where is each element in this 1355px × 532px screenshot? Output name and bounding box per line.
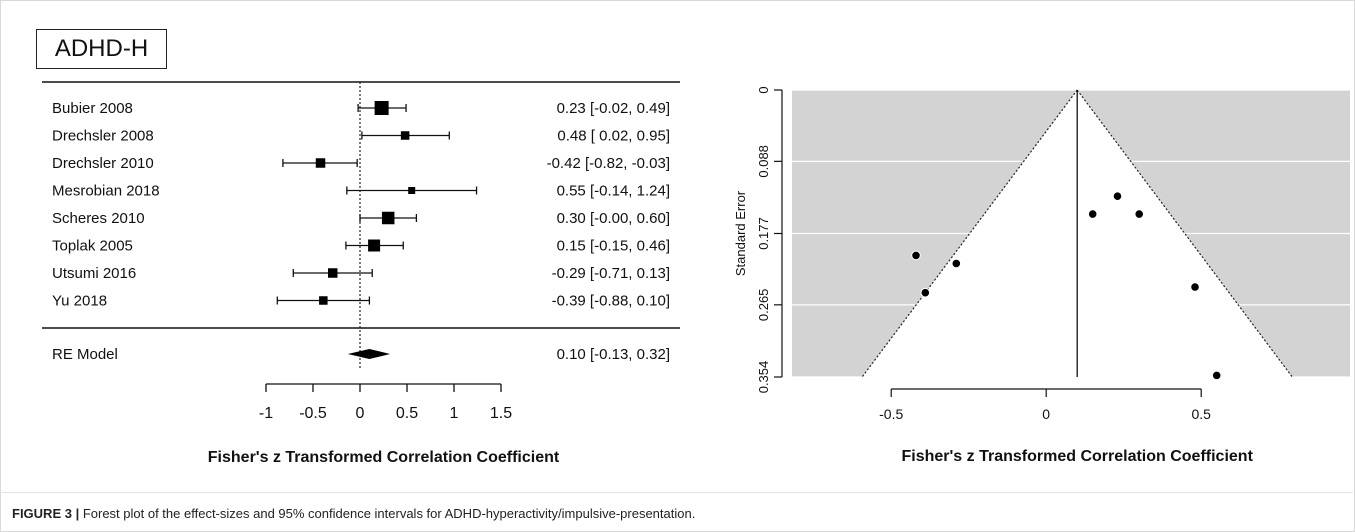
forest-x-tick-label: -1 [259,405,273,422]
summary-diamond [347,349,391,359]
forest-x-tick-label: 0.5 [396,405,418,422]
funnel-y-tick-label: 0.088 [756,145,771,178]
caption-text: Forest plot of the effect-sizes and 95% … [82,506,696,521]
funnel-x-tick-label: -0.5 [879,406,903,422]
funnel-y-tick-label: 0.177 [756,217,771,250]
funnel-point [1134,209,1145,219]
caption-divider [0,492,1353,493]
study-ci-label: 0.15 [-0.15, 0.46] [557,238,670,255]
study-name: Mesrobian 2018 [52,183,160,200]
funnel-point [951,258,962,269]
funnel-point [1190,282,1200,292]
study-effect-square [327,268,338,278]
funnel-y-axis-title: Standard Error [733,190,748,276]
summary-name: RE Model [52,346,118,363]
funnel-x-axis-title: Fisher's z Transformed Correlation Coeff… [901,448,1253,465]
study-name: Scheres 2010 [52,210,145,227]
study-effect-square [408,187,416,194]
study-ci-label: -0.42 [-0.82, -0.03] [547,155,670,172]
study-name: Bubier 2008 [52,100,133,117]
study-ci-label: -0.29 [-0.71, 0.13] [552,265,670,282]
study-ci-label: 0.48 [ 0.02, 0.95] [557,128,670,145]
funnel-point [1112,191,1123,202]
forest-x-tick-label: 1 [450,405,459,422]
funnel-point [920,287,931,298]
funnel-x-tick-label: 0.5 [1191,406,1211,422]
study-ci-label: 0.55 [-0.14, 1.24] [557,183,670,200]
study-effect-square [315,158,326,168]
funnel-x-tick-label: 0 [1042,406,1050,422]
funnel-plot: 0 0.088 0.177 0.265 0.354 Standard Error -0.5 0… [733,86,1350,465]
panel-label: ADHD-H [36,29,167,69]
study-ci-label: 0.23 [-0.02, 0.49] [557,100,670,117]
forest-x-tick-label: 1.5 [490,405,512,422]
summary-ci-label: 0.10 [-0.13, 0.32] [557,346,670,363]
study-effect-square [381,211,395,225]
study-effect-square [374,101,389,115]
study-name: Toplak 2005 [52,238,133,255]
study-name: Drechsler 2008 [52,128,154,145]
study-name: Drechsler 2010 [52,155,154,172]
study-name: Yu 2018 [52,293,107,310]
funnel-point [911,250,921,261]
funnel-y-tick-label: 0 [756,86,771,93]
caption-label: FIGURE 3 | [12,506,80,521]
study-effect-square [400,131,410,140]
study-ci-label: -0.39 [-0.88, 0.10] [552,293,670,310]
figure-caption: FIGURE 3 | Forest plot of the effect-siz… [12,506,695,521]
study-ci-label: 0.30 [-0.00, 0.60] [557,210,670,227]
funnel-y-tick-label: 0.265 [756,289,771,322]
forest-x-axis-title: Fisher's z Transformed Correlation Coeff… [208,449,560,466]
funnel-point [1087,209,1098,219]
funnel-point [1211,370,1222,381]
study-effect-square [368,239,381,252]
forest-x-tick-label: 0 [356,405,365,422]
forest-plot: Bubier 2008 0.23 [-0.02, 0.49] Drechsler 2… [42,81,680,466]
funnel-y-tick-label: 0.354 [756,361,771,394]
study-name: Utsumi 2016 [52,265,136,282]
study-effect-square [319,296,328,305]
forest-x-tick-label: -0.5 [299,405,327,422]
